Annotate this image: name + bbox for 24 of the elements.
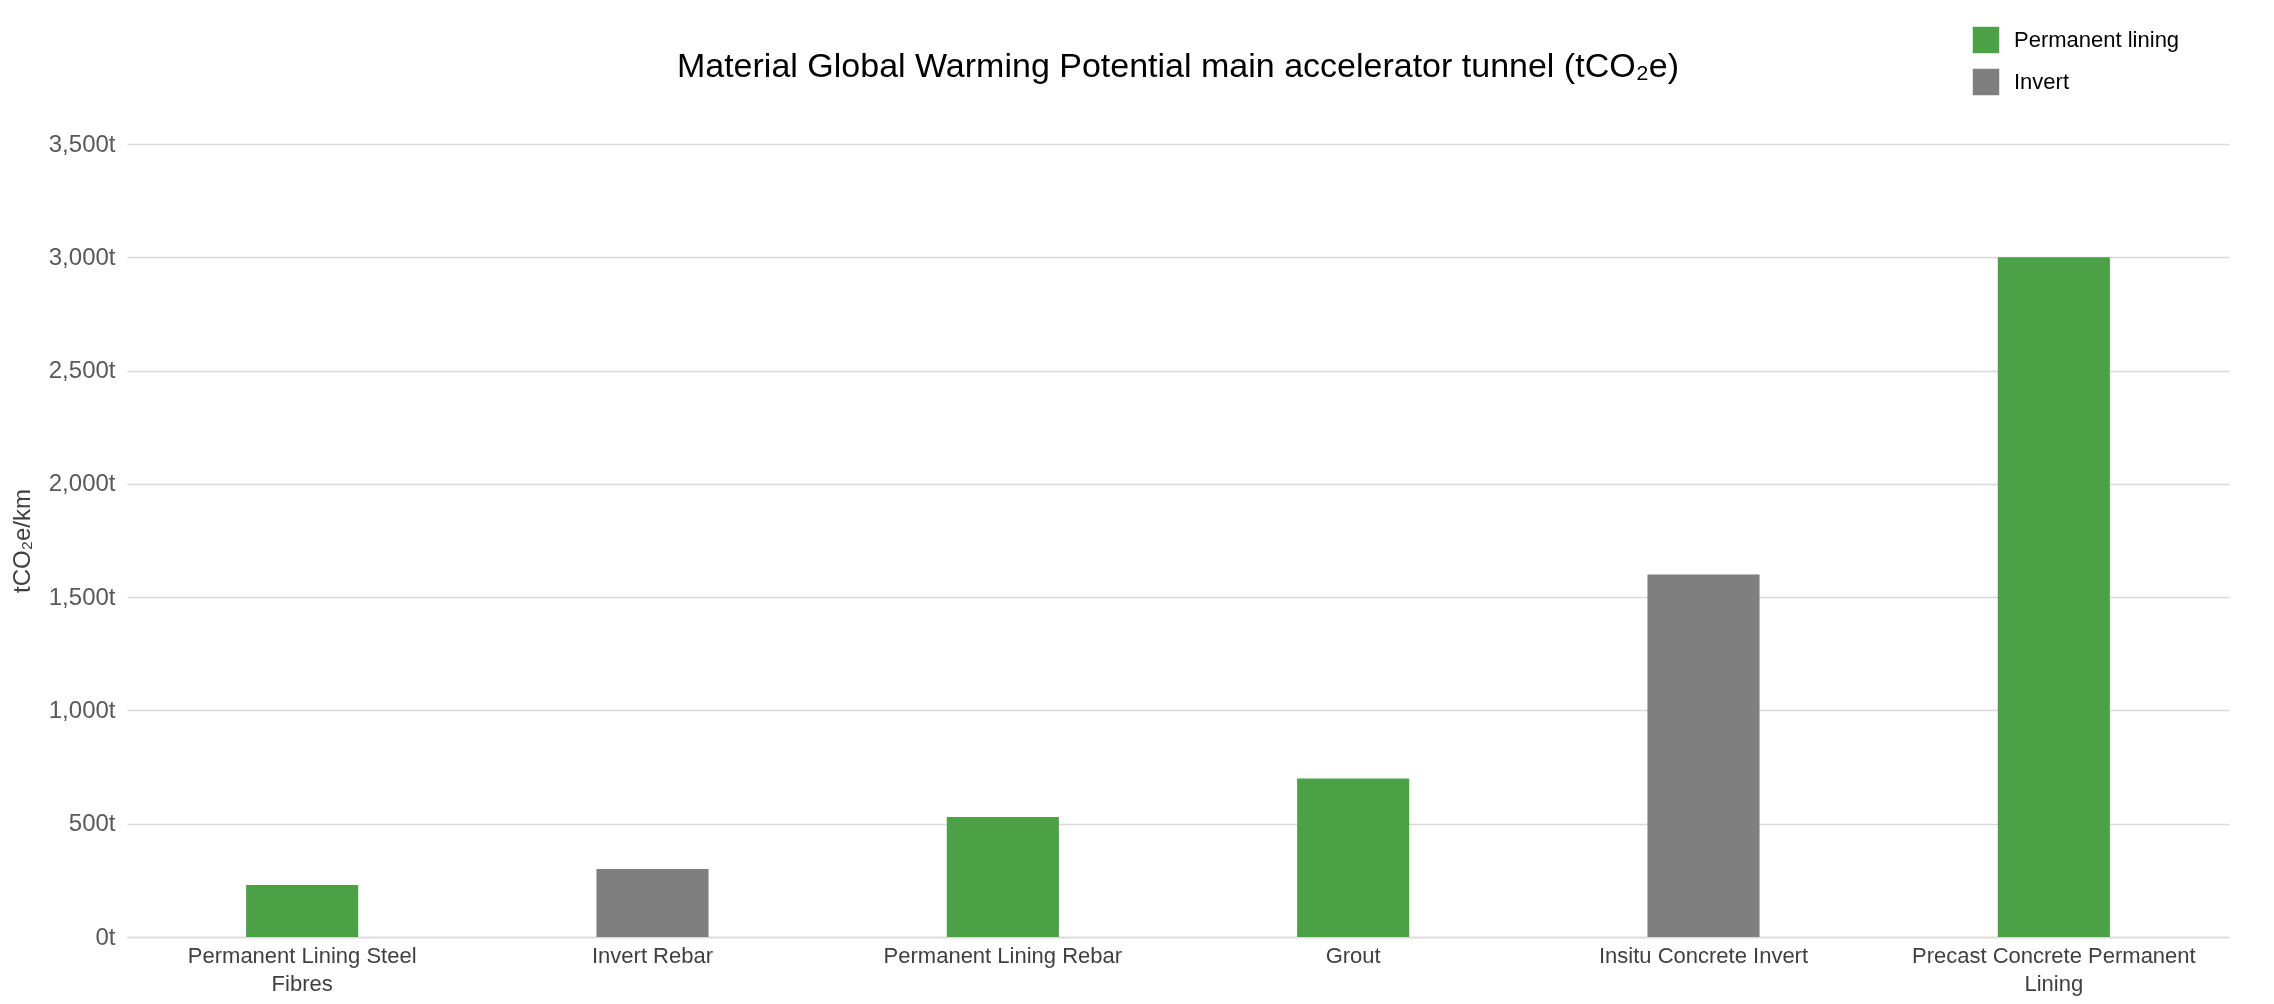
- bar: [1997, 257, 2110, 937]
- x-tick-label: Precast Concrete Permanent Lining: [1911, 942, 2196, 996]
- bar: [596, 869, 709, 937]
- y-tick-label: 2,000t: [48, 469, 116, 497]
- bar: [946, 816, 1059, 937]
- x-tick-label: Invert Rebar: [591, 942, 714, 968]
- bar: [246, 884, 359, 937]
- y-tick-label: 0t: [95, 922, 116, 950]
- y-tick-label: 1,000t: [48, 695, 116, 723]
- y-tick-label: 3,000t: [48, 242, 116, 270]
- y-tick-label: 3,500t: [48, 129, 116, 157]
- y-tick-label: 2,500t: [48, 356, 116, 384]
- chart-title: Material Global Warming Potential main accelerator tunnel (tCO₂e): [676, 46, 1680, 84]
- y-axis-title: tCO₂e/km: [7, 489, 35, 593]
- bar: [1647, 574, 1760, 937]
- x-tick-label: Grout: [1325, 942, 1381, 968]
- x-tick-label: Permanent Lining Steel Fibres: [187, 942, 417, 996]
- x-tick-label: Insitu Concrete Invert: [1598, 942, 1809, 968]
- y-tick-label: 500t: [68, 809, 116, 837]
- bar: [1297, 778, 1410, 937]
- y-tick-label: 1,500t: [48, 582, 116, 610]
- legend-label: Invert: [2014, 69, 2070, 94]
- x-tick-label: Permanent Lining Rebar: [883, 942, 1123, 968]
- legend-label: Permanent lining: [2014, 27, 2180, 52]
